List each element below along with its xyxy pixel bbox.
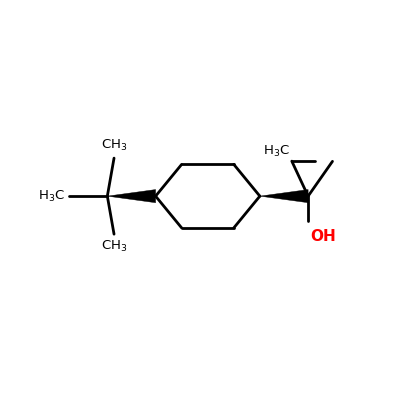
Text: H$_3$C: H$_3$C <box>263 144 290 159</box>
Text: CH$_3$: CH$_3$ <box>101 138 127 154</box>
Polygon shape <box>107 190 156 203</box>
Text: CH$_3$: CH$_3$ <box>101 239 127 254</box>
Polygon shape <box>260 190 308 203</box>
Text: OH: OH <box>310 229 336 244</box>
Text: H$_3$C: H$_3$C <box>38 188 65 204</box>
